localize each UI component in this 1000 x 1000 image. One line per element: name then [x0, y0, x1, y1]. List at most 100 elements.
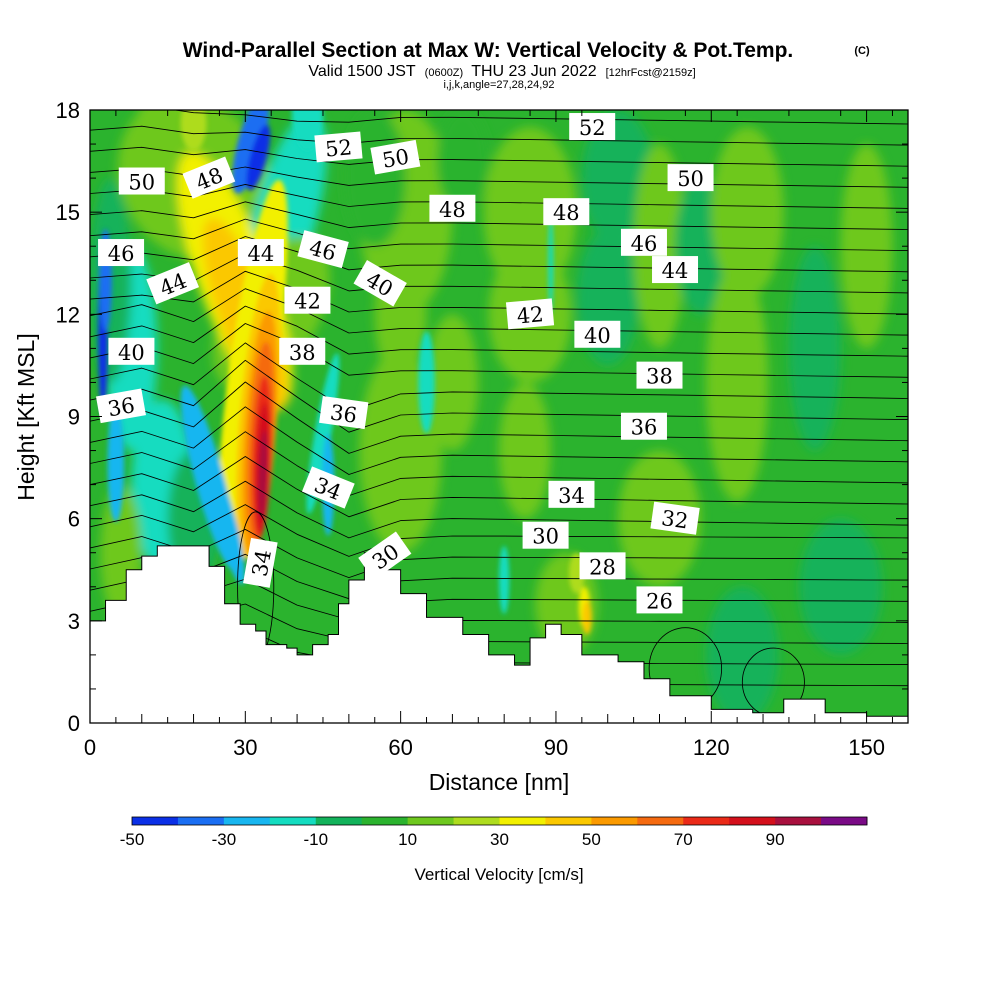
colorbar-swatch: [591, 817, 638, 825]
velocity-field-core: [548, 212, 554, 315]
isentrope-line: [90, 553, 908, 600]
contour-label-box: [543, 198, 590, 226]
isentrope-line: [90, 288, 908, 336]
contour-label-box: [297, 230, 349, 269]
contour-label: 26: [636, 586, 683, 614]
contour-label-box: [358, 531, 412, 580]
colorbar-swatch: [315, 817, 363, 825]
velocity-field-region: [436, 110, 489, 213]
contour-label-box: [118, 167, 165, 195]
contour-label-text: 40: [118, 341, 145, 365]
colorbar-swatch: [775, 817, 822, 825]
colorbar-swatch: [545, 817, 592, 825]
contour-label-text: 32: [660, 506, 690, 533]
x-tick-label: 120: [693, 735, 730, 760]
contour-label-text: 36: [106, 393, 136, 421]
x-tick-label: 0: [84, 735, 96, 760]
y-tick-label: 15: [56, 200, 80, 225]
isentrope-line: [90, 146, 908, 167]
contour-label-text: 34: [248, 548, 276, 578]
contour-label-text: 38: [289, 341, 316, 365]
contour-label: 36: [319, 396, 369, 430]
contour-label-text: 50: [677, 167, 704, 191]
contour-label-text: 28: [589, 555, 616, 579]
chart-subtitle: Valid 1500 JST (0600Z) THU 23 Jun 2022 […: [308, 63, 695, 80]
y-tick-label: 9: [68, 405, 80, 430]
contour-label: 46: [98, 239, 145, 267]
isentrope-line: [90, 528, 908, 579]
contour-label: 40: [108, 337, 155, 365]
colorbar-swatch: [453, 817, 500, 825]
contour-label-box: [182, 156, 236, 199]
contour-label-box: [314, 131, 363, 163]
contour-label-box: [636, 361, 683, 389]
isentrope-line: [90, 359, 908, 433]
velocity-field-region: [498, 382, 551, 519]
colorbar-swatch: [729, 817, 776, 825]
isentrope-line: [90, 342, 908, 412]
contour-label-text: 46: [108, 242, 135, 266]
colorbar-tick-label: 30: [490, 830, 509, 849]
isentrope-line: [90, 305, 908, 357]
x-axis-label: Distance [nm]: [429, 769, 570, 795]
colorbar-swatch: [361, 817, 409, 825]
y-tick-label: 12: [56, 302, 80, 327]
isentrope-line: [90, 504, 908, 557]
contour-label-box: [505, 298, 555, 330]
isentrope-line: [172, 110, 908, 125]
colorbar-tick-label: 50: [582, 830, 601, 849]
isentrope-line: [90, 578, 908, 621]
contour-label-text: 34: [558, 484, 585, 508]
subtitle-utc-time: (0600Z): [425, 67, 464, 79]
contour-label-box: [574, 320, 621, 348]
contour-label: 32: [650, 501, 700, 535]
velocity-field-core: [180, 110, 207, 151]
subtitle-indices: i,j,k,angle=27,28,24,92: [443, 79, 554, 91]
contour-label-box: [237, 239, 284, 267]
subtitle-date: THU 23 Jun 2022: [471, 63, 597, 80]
contour-label-box: [319, 396, 369, 430]
contour-label: 38: [279, 337, 326, 365]
x-tick-label: 90: [544, 735, 568, 760]
velocity-field-core: [582, 600, 592, 635]
colorbar-swatch: [499, 817, 546, 825]
contour-label-box: [429, 194, 476, 222]
contour-label-box: [108, 337, 155, 365]
contour-label: 50: [370, 139, 421, 175]
terrain-profile: [90, 545, 908, 723]
contour-label-box: [620, 228, 667, 256]
contour-label: 44: [652, 256, 699, 284]
contour-label-text: 30: [532, 525, 559, 549]
chart-title: Wind-Parallel Section at Max W: Vertical…: [183, 39, 794, 62]
contour-label: 38: [636, 361, 683, 389]
isentrope-line: [90, 236, 908, 273]
isentrope-line: [90, 201, 908, 230]
velocity-field-core: [204, 452, 245, 585]
colorbar-tick-label: 90: [766, 830, 785, 849]
contour-label-box: [98, 239, 145, 267]
velocity-field-region: [706, 586, 779, 723]
isentrope-line: [90, 125, 908, 146]
subtitle-valid-time: Valid 1500 JST: [308, 63, 416, 80]
contour-label-box: [353, 260, 407, 307]
contour-label-text: 38: [646, 365, 673, 389]
subtitle-forecast: [12hrFcst@2159z]: [606, 67, 696, 79]
isentrope-line: [90, 323, 908, 378]
title-copyright-mark: (C): [854, 45, 870, 57]
contour-label-text: 52: [324, 135, 353, 161]
colorbar-swatch: [637, 817, 684, 825]
contour-label: 40: [353, 260, 407, 307]
contour-label-text: 44: [662, 259, 689, 283]
isentrope-line: [90, 480, 908, 539]
contour-label: 34: [548, 480, 595, 508]
colorbar-tick-label: -50: [120, 830, 145, 849]
velocity-field-core: [232, 110, 269, 194]
isentrope-line: [90, 270, 908, 315]
contour-label: 52: [569, 113, 616, 141]
isentrope-line: [90, 431, 908, 497]
contour-label-text: 42: [294, 290, 321, 314]
y-axis-label: Height [Kft MSL]: [13, 333, 39, 500]
contour-label: 52: [314, 131, 363, 163]
